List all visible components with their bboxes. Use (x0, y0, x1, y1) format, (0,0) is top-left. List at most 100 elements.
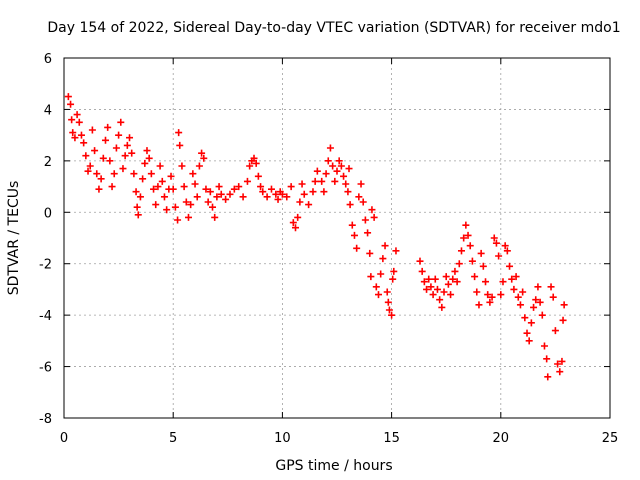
data-point (551, 327, 559, 335)
data-point (222, 195, 230, 203)
data-point (187, 201, 195, 209)
data-point (123, 141, 131, 149)
data-point (516, 301, 524, 309)
data-point (455, 260, 463, 268)
data-point (174, 216, 182, 224)
x-axis-label: GPS time / hours (275, 458, 392, 474)
data-point (145, 154, 153, 162)
data-point (431, 275, 439, 283)
data-point (298, 180, 306, 188)
data-point (543, 355, 551, 363)
data-point (460, 234, 468, 242)
data-point (554, 360, 562, 368)
data-point (497, 291, 505, 299)
data-point (344, 188, 352, 196)
data-point (484, 291, 492, 299)
y-tick-label: -4 (39, 309, 52, 324)
data-point (527, 319, 535, 327)
data-point (176, 141, 184, 149)
data-point (121, 152, 129, 160)
y-tick-label: 0 (44, 206, 52, 221)
data-point (191, 180, 199, 188)
data-point (156, 162, 164, 170)
data-point (333, 167, 341, 175)
data-point (512, 273, 520, 281)
data-point (211, 213, 219, 221)
data-point (453, 278, 461, 286)
data-point (204, 198, 212, 206)
data-point (152, 201, 160, 209)
x-axis: 0 5 10 15 20 25 (60, 58, 618, 446)
data-point (364, 229, 372, 237)
data-point (226, 190, 234, 198)
data-point (99, 154, 107, 162)
y-tick-label: 2 (44, 155, 52, 170)
data-point (350, 231, 358, 239)
data-point (523, 329, 531, 337)
data-point (558, 357, 566, 365)
data-point (534, 283, 542, 291)
data-point (521, 314, 529, 322)
gridlines (64, 58, 610, 418)
y-tick-label: -8 (39, 412, 52, 427)
data-point (126, 134, 134, 142)
data-point (488, 293, 496, 301)
data-point (213, 193, 221, 201)
data-point (559, 316, 567, 324)
data-point (254, 172, 262, 180)
data-point (361, 216, 369, 224)
data-point (335, 157, 343, 165)
data-point (184, 213, 192, 221)
data-point (519, 288, 527, 296)
data-point (84, 167, 92, 175)
data-point (71, 134, 79, 142)
data-point (88, 126, 96, 134)
data-point (532, 296, 540, 304)
x-tick-label: 25 (602, 431, 619, 446)
data-point (230, 185, 238, 193)
data-point (305, 201, 313, 209)
data-point (278, 190, 286, 198)
data-point (466, 242, 474, 250)
data-point (250, 154, 258, 162)
data-point (556, 368, 564, 376)
data-point (490, 234, 498, 242)
data-point (215, 183, 223, 191)
data-point (510, 285, 518, 293)
data-point (433, 285, 441, 293)
data-point (447, 291, 455, 299)
data-point (538, 311, 546, 319)
data-point (425, 275, 433, 283)
data-point (292, 224, 300, 232)
data-point (180, 183, 188, 191)
y-tick-label: 4 (44, 103, 52, 118)
data-point (259, 188, 267, 196)
data-point (119, 165, 127, 173)
plot-area-border (63, 57, 611, 419)
data-point (106, 157, 114, 165)
data-point (547, 283, 555, 291)
data-point (300, 190, 308, 198)
data-point (80, 139, 88, 147)
data-point (139, 175, 147, 183)
data-point (468, 257, 476, 265)
y-axis: -8 -6 -4 -2 0 2 4 6 (39, 52, 610, 427)
data-point (475, 301, 483, 309)
data-point (257, 183, 265, 191)
data-point (506, 262, 514, 270)
y-axis-label: SDTVAR / TECUs (6, 181, 22, 296)
data-point (457, 247, 465, 255)
data-point (438, 303, 446, 311)
data-point (464, 231, 472, 239)
data-point (442, 273, 450, 281)
data-point (128, 149, 136, 157)
data-point (267, 185, 275, 193)
data-point (367, 273, 375, 281)
data-point (82, 152, 90, 160)
data-point (331, 177, 339, 185)
data-point (175, 129, 183, 137)
data-point (274, 195, 282, 203)
data-point (514, 293, 522, 301)
data-point (477, 249, 485, 257)
data-point (294, 213, 302, 221)
